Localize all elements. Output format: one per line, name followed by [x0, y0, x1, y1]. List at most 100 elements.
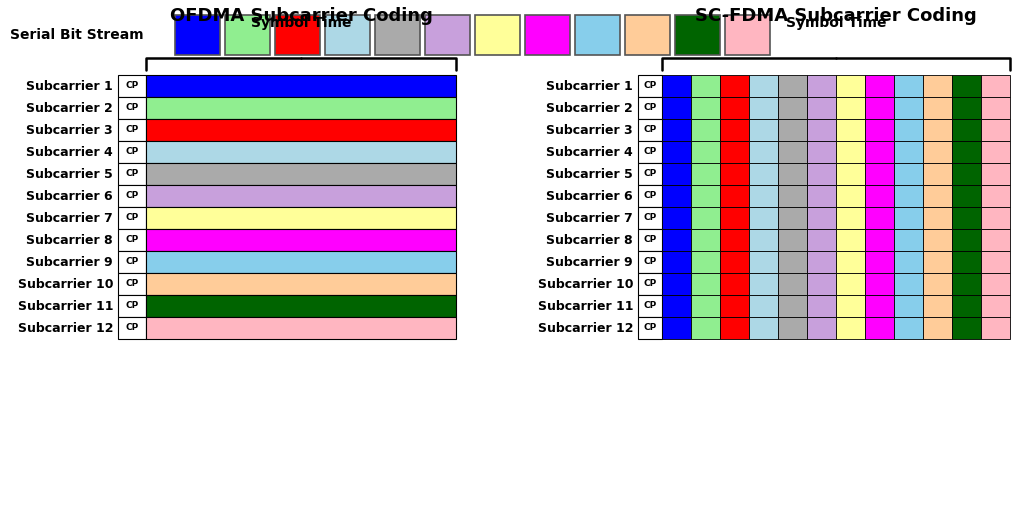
Text: Subcarrier 12: Subcarrier 12	[17, 322, 113, 334]
Text: Subcarrier 10: Subcarrier 10	[17, 278, 113, 290]
Bar	[778, 317, 807, 339]
Bar	[425, 15, 470, 55]
Bar	[749, 295, 778, 317]
Text: Subcarrier 12: Subcarrier 12	[538, 322, 633, 334]
Bar	[118, 295, 146, 317]
Bar	[749, 97, 778, 119]
Bar	[865, 185, 894, 207]
Bar	[146, 75, 456, 97]
Text: CP: CP	[643, 235, 656, 244]
Bar	[894, 97, 923, 119]
Bar	[725, 15, 770, 55]
Text: Subcarrier 4: Subcarrier 4	[546, 146, 633, 158]
Bar	[894, 185, 923, 207]
Bar	[146, 317, 456, 339]
Bar	[118, 251, 146, 273]
Bar	[662, 185, 691, 207]
Bar	[836, 251, 865, 273]
Bar	[225, 15, 270, 55]
Bar	[146, 295, 456, 317]
Bar	[807, 119, 836, 141]
Bar	[749, 207, 778, 229]
Bar	[807, 273, 836, 295]
Text: Subcarrier 6: Subcarrier 6	[27, 190, 113, 202]
Bar	[981, 273, 1010, 295]
Bar	[475, 15, 520, 55]
Text: CP: CP	[643, 103, 656, 112]
Bar	[836, 229, 865, 251]
Bar	[146, 251, 456, 273]
Text: Subcarrier 8: Subcarrier 8	[27, 234, 113, 246]
Bar	[691, 229, 720, 251]
Text: Subcarrier 4: Subcarrier 4	[27, 146, 113, 158]
Bar	[952, 273, 981, 295]
Bar	[691, 207, 720, 229]
Bar	[675, 15, 720, 55]
Bar	[807, 229, 836, 251]
Text: Subcarrier 9: Subcarrier 9	[547, 255, 633, 269]
Bar	[662, 229, 691, 251]
Text: Subcarrier 6: Subcarrier 6	[547, 190, 633, 202]
Bar	[952, 317, 981, 339]
Bar	[691, 119, 720, 141]
Bar	[778, 185, 807, 207]
Bar	[952, 119, 981, 141]
Bar	[749, 317, 778, 339]
Bar	[778, 163, 807, 185]
Bar	[865, 251, 894, 273]
Bar	[662, 163, 691, 185]
Text: CP: CP	[643, 258, 656, 267]
Text: Symbol Time: Symbol Time	[251, 16, 351, 30]
Bar	[981, 97, 1010, 119]
Bar	[836, 317, 865, 339]
Text: CP: CP	[125, 235, 138, 244]
Bar	[952, 229, 981, 251]
Bar	[778, 295, 807, 317]
Bar	[146, 163, 456, 185]
Bar	[525, 15, 570, 55]
Text: CP: CP	[125, 279, 138, 288]
Bar	[778, 141, 807, 163]
Bar	[807, 207, 836, 229]
Bar	[720, 251, 749, 273]
Bar	[118, 185, 146, 207]
Text: CP: CP	[643, 191, 656, 200]
Bar	[894, 163, 923, 185]
Text: Subcarrier 11: Subcarrier 11	[538, 299, 633, 313]
Bar	[118, 141, 146, 163]
Bar	[749, 141, 778, 163]
Bar	[923, 119, 952, 141]
Bar	[836, 273, 865, 295]
Text: CP: CP	[643, 126, 656, 135]
Text: CP: CP	[125, 170, 138, 179]
Text: CP: CP	[125, 302, 138, 311]
Bar	[836, 75, 865, 97]
Bar	[865, 295, 894, 317]
Bar	[720, 295, 749, 317]
Text: Subcarrier 3: Subcarrier 3	[547, 123, 633, 137]
Bar	[923, 185, 952, 207]
Bar	[638, 295, 662, 317]
Bar	[923, 295, 952, 317]
Bar	[691, 295, 720, 317]
Text: CP: CP	[125, 103, 138, 112]
Bar	[894, 229, 923, 251]
Bar	[981, 251, 1010, 273]
Bar	[894, 317, 923, 339]
Bar	[778, 75, 807, 97]
Bar	[662, 97, 691, 119]
Bar	[778, 229, 807, 251]
Bar	[325, 15, 370, 55]
Bar	[625, 15, 670, 55]
Text: Symbol Time: Symbol Time	[785, 16, 886, 30]
Bar	[638, 119, 662, 141]
Bar	[749, 229, 778, 251]
Bar	[638, 141, 662, 163]
Bar	[865, 229, 894, 251]
Bar	[146, 229, 456, 251]
Bar	[691, 75, 720, 97]
Bar	[865, 207, 894, 229]
Bar	[807, 185, 836, 207]
Bar	[638, 97, 662, 119]
Bar	[720, 207, 749, 229]
